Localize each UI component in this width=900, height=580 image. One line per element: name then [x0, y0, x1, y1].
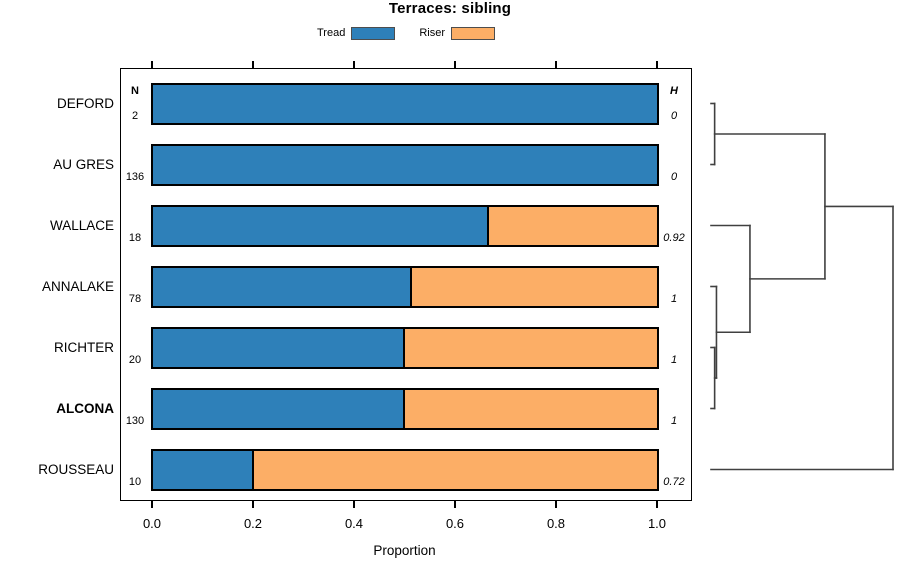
category-label-wallace: WALLACE: [49, 217, 114, 233]
bar-deford: [151, 82, 659, 125]
bar-segment-tread: [153, 145, 657, 184]
bar-alcona: [151, 387, 659, 430]
bar-segment-riser: [405, 389, 657, 428]
legend-label-tread: Tread: [317, 27, 346, 39]
bar-segment-tread: [153, 206, 490, 245]
x-axis-tick-top: [151, 61, 153, 68]
x-axis-tick-label: 0.2: [243, 516, 263, 531]
plot-area-border: [120, 68, 692, 501]
category-label-richter: RICHTER: [54, 339, 114, 355]
bar-segment-tread: [153, 267, 412, 306]
h-value: 0.72: [663, 475, 685, 488]
x-axis-tick-top: [353, 61, 355, 68]
x-axis-tick-label: 0.8: [546, 516, 566, 531]
bar-segment-tread: [153, 389, 405, 428]
h-value: 1: [670, 353, 678, 366]
legend-item-tread: Tread: [317, 26, 396, 40]
x-axis-tick-bottom: [656, 501, 658, 508]
x-axis-tick-bottom: [151, 501, 153, 508]
bar-segment-tread: [153, 450, 254, 489]
x-axis-tick-bottom: [454, 501, 456, 508]
n-column-header: N: [131, 85, 139, 97]
x-axis-tick-top: [656, 61, 658, 68]
x-axis-tick-label: 0.0: [142, 516, 162, 531]
bar-au-gres: [151, 143, 659, 186]
n-value: 78: [128, 292, 142, 305]
h-value: 0: [670, 170, 678, 183]
x-axis-tick-bottom: [353, 501, 355, 508]
bar-segment-tread: [153, 328, 405, 367]
h-value: 0.92: [663, 231, 685, 244]
category-label-rousseau: ROUSSEAU: [38, 461, 114, 477]
category-label-au-gres: AU GRES: [53, 156, 114, 172]
h-column-header: H: [670, 85, 678, 97]
bar-segment-tread: [153, 84, 657, 123]
chart-title: Terraces: sibling: [388, 0, 512, 17]
legend-item-riser: Riser: [419, 26, 495, 40]
legend: Tread Riser: [120, 25, 692, 41]
x-axis-tick-top: [555, 61, 557, 68]
n-value: 2: [131, 109, 139, 122]
category-label-deford: DEFORD: [57, 95, 114, 111]
x-axis-tick-top: [252, 61, 254, 68]
category-label-annalake: ANNALAKE: [41, 278, 114, 294]
n-value: 136: [125, 170, 145, 183]
x-axis-tick-bottom: [555, 501, 557, 508]
bar-wallace: [151, 204, 659, 247]
n-value: 20: [128, 353, 142, 366]
category-label-alcona: ALCONA: [56, 400, 114, 416]
bar-annalake: [151, 265, 659, 308]
x-axis-tick-label: 0.6: [445, 516, 465, 531]
bar-segment-riser: [253, 450, 657, 489]
bar-rousseau: [151, 448, 659, 491]
h-value: 1: [670, 292, 678, 305]
x-axis-tick-bottom: [252, 501, 254, 508]
x-axis-tick-label: 1.0: [647, 516, 667, 531]
legend-swatch-tread: [351, 26, 396, 40]
x-axis-title: Proportion: [373, 543, 436, 558]
n-value: 130: [125, 414, 145, 427]
bar-segment-riser: [411, 267, 657, 306]
h-value: 1: [670, 414, 678, 427]
legend-label-riser: Riser: [419, 27, 445, 39]
bar-segment-riser: [405, 328, 657, 367]
legend-swatch-riser: [451, 26, 495, 40]
h-value: 0: [670, 109, 678, 122]
bar-segment-riser: [489, 206, 657, 245]
n-value: 10: [128, 475, 142, 488]
x-axis-tick-top: [454, 61, 456, 68]
n-value: 18: [128, 231, 142, 244]
x-axis-tick-label: 0.4: [344, 516, 364, 531]
bar-richter: [151, 326, 659, 369]
